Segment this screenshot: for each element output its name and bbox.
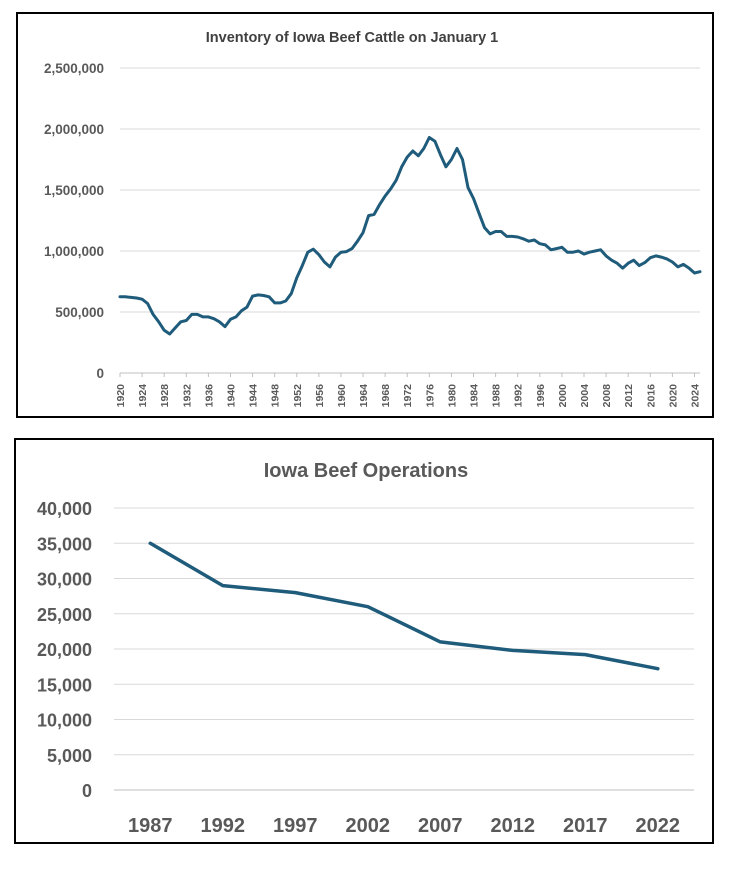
x-tick-label: 1924 bbox=[137, 384, 149, 408]
y-tick-label: 35,000 bbox=[37, 534, 92, 554]
cattle-inventory-chart: Inventory of Iowa Beef Cattle on January… bbox=[44, 30, 702, 408]
x-tick-label: 2007 bbox=[418, 815, 463, 837]
y-tick-label: 30,000 bbox=[37, 570, 92, 590]
x-tick-label: 1952 bbox=[292, 384, 304, 408]
y-tick-label: 20,000 bbox=[37, 640, 92, 660]
series-line-operations bbox=[148, 541, 660, 671]
x-tick-label: 2017 bbox=[563, 815, 608, 837]
x-tick-label: 2012 bbox=[623, 384, 635, 408]
x-tick-label: 1997 bbox=[273, 815, 318, 837]
y-tick-label: 2,500,000 bbox=[44, 61, 104, 76]
x-tick-label: 2012 bbox=[491, 815, 536, 837]
y-tick-label: 1,500,000 bbox=[44, 183, 104, 198]
series-line-inventory bbox=[118, 136, 702, 336]
x-tick-label: 2024 bbox=[689, 384, 701, 408]
x-tick-label: 1932 bbox=[181, 384, 193, 408]
x-tick-label: 1968 bbox=[380, 384, 392, 408]
y-tick-label: 0 bbox=[82, 781, 92, 801]
x-tick-label: 1920 bbox=[115, 384, 127, 408]
x-tick-label: 2020 bbox=[667, 384, 679, 408]
y-tick-label: 25,000 bbox=[37, 605, 92, 625]
x-tick-label: 1928 bbox=[159, 384, 171, 408]
y-tick-label: 2,000,000 bbox=[44, 122, 104, 137]
y-tick-label: 15,000 bbox=[37, 675, 92, 695]
y-tick-label: 1,000,000 bbox=[44, 244, 104, 259]
x-tick-label: 1980 bbox=[446, 384, 458, 408]
x-tick-label: 2008 bbox=[601, 384, 613, 408]
x-tick-label: 2016 bbox=[645, 384, 657, 408]
cattle-inventory-chart-panel: Inventory of Iowa Beef Cattle on January… bbox=[16, 12, 714, 418]
y-tick-label: 10,000 bbox=[37, 711, 92, 731]
x-tick-label: 1956 bbox=[314, 384, 326, 408]
x-tick-label: 1976 bbox=[424, 384, 436, 408]
x-tick-label: 1992 bbox=[513, 384, 525, 408]
y-tick-label: 40,000 bbox=[37, 499, 92, 519]
x-tick-label: 1936 bbox=[203, 384, 215, 408]
x-tick-label: 1984 bbox=[469, 384, 481, 408]
x-tick-label: 1992 bbox=[201, 815, 246, 837]
chart-title: Iowa Beef Operations bbox=[264, 460, 469, 482]
x-tick-label: 1964 bbox=[358, 384, 370, 408]
x-tick-label: 1988 bbox=[491, 384, 503, 408]
chart-title: Inventory of Iowa Beef Cattle on January… bbox=[206, 30, 499, 46]
x-tick-label: 1944 bbox=[248, 384, 260, 408]
x-tick-label: 1996 bbox=[535, 384, 547, 408]
beef-operations-chart: Iowa Beef Operations 0 5,000 10,000 15,000 2… bbox=[37, 460, 694, 837]
x-tick-label: 2004 bbox=[579, 384, 591, 408]
x-tick-label: 2000 bbox=[557, 384, 569, 408]
beef-operations-chart-panel: Iowa Beef Operations 0 5,000 10,000 15,000 2… bbox=[14, 438, 714, 844]
x-tick-label: 1987 bbox=[128, 815, 173, 837]
y-tick-label: 500,000 bbox=[55, 305, 104, 320]
x-tick-label: 1948 bbox=[270, 384, 282, 408]
y-tick-label: 5,000 bbox=[47, 746, 92, 766]
x-tick-label: 1940 bbox=[225, 384, 237, 408]
y-tick-label: 0 bbox=[96, 366, 104, 381]
x-tick-label: 2002 bbox=[346, 815, 391, 837]
x-tick-label: 2022 bbox=[636, 815, 681, 837]
x-tick-label: 1960 bbox=[336, 384, 348, 408]
x-tick-label: 1972 bbox=[402, 384, 414, 408]
